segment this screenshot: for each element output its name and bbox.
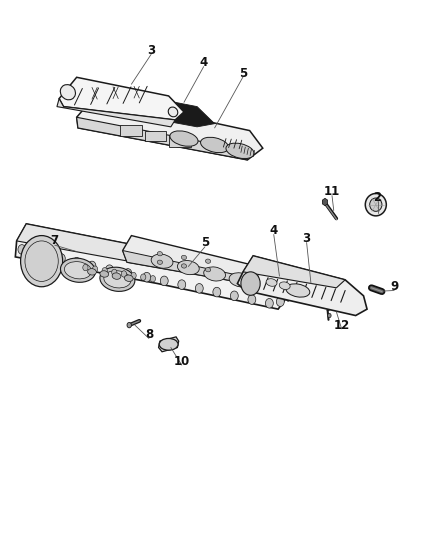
Ellipse shape: [151, 254, 173, 268]
Circle shape: [143, 272, 151, 282]
Circle shape: [248, 295, 256, 304]
Ellipse shape: [177, 261, 199, 274]
Ellipse shape: [100, 267, 135, 292]
Ellipse shape: [279, 282, 290, 289]
Circle shape: [141, 274, 146, 280]
Ellipse shape: [365, 193, 386, 216]
Polygon shape: [237, 256, 367, 316]
Circle shape: [213, 287, 221, 297]
Circle shape: [21, 236, 63, 287]
Ellipse shape: [124, 275, 133, 281]
Ellipse shape: [88, 269, 96, 275]
Ellipse shape: [64, 262, 92, 279]
Ellipse shape: [181, 255, 187, 260]
Polygon shape: [123, 236, 298, 301]
Text: 9: 9: [390, 280, 398, 293]
Text: 8: 8: [145, 328, 153, 341]
Circle shape: [124, 269, 132, 278]
Circle shape: [106, 265, 113, 274]
Text: 4: 4: [270, 224, 278, 237]
Ellipse shape: [226, 143, 254, 158]
Ellipse shape: [60, 85, 75, 100]
Polygon shape: [120, 125, 142, 136]
Ellipse shape: [157, 252, 162, 256]
Ellipse shape: [100, 271, 109, 277]
Ellipse shape: [112, 273, 121, 279]
Polygon shape: [123, 251, 272, 288]
Polygon shape: [69, 85, 215, 127]
Polygon shape: [145, 131, 166, 141]
Polygon shape: [59, 77, 184, 120]
Circle shape: [92, 266, 98, 272]
Text: 10: 10: [173, 355, 190, 368]
Polygon shape: [77, 97, 263, 160]
Polygon shape: [77, 117, 247, 160]
Circle shape: [121, 271, 127, 277]
Text: 2: 2: [374, 191, 381, 204]
Ellipse shape: [127, 322, 131, 328]
Ellipse shape: [370, 198, 382, 212]
Ellipse shape: [104, 271, 131, 288]
Circle shape: [102, 268, 107, 274]
Text: 3: 3: [303, 232, 311, 245]
Polygon shape: [17, 224, 162, 266]
Circle shape: [150, 276, 155, 282]
Ellipse shape: [205, 259, 211, 263]
Ellipse shape: [60, 258, 95, 282]
Polygon shape: [159, 337, 179, 352]
Ellipse shape: [204, 267, 226, 281]
Polygon shape: [243, 256, 345, 288]
Text: 5: 5: [201, 236, 209, 249]
Circle shape: [178, 280, 186, 289]
Circle shape: [131, 272, 136, 279]
Polygon shape: [169, 136, 191, 147]
Circle shape: [73, 257, 81, 267]
Circle shape: [241, 272, 260, 295]
Circle shape: [160, 276, 168, 286]
Ellipse shape: [328, 313, 331, 318]
Text: 12: 12: [333, 319, 350, 332]
Polygon shape: [15, 224, 289, 309]
Circle shape: [195, 284, 203, 293]
Circle shape: [57, 254, 65, 263]
Ellipse shape: [201, 138, 229, 152]
Text: 5: 5: [239, 67, 247, 80]
Circle shape: [30, 247, 38, 257]
Ellipse shape: [286, 284, 310, 297]
Ellipse shape: [170, 131, 198, 146]
Text: 3: 3: [147, 44, 155, 57]
Ellipse shape: [159, 338, 178, 350]
Ellipse shape: [266, 279, 277, 286]
Circle shape: [18, 245, 26, 254]
Ellipse shape: [205, 268, 211, 272]
Ellipse shape: [157, 260, 162, 264]
Circle shape: [112, 269, 117, 276]
Circle shape: [83, 264, 88, 271]
Ellipse shape: [168, 107, 178, 117]
Text: 4: 4: [200, 56, 208, 69]
Text: 11: 11: [324, 185, 340, 198]
Ellipse shape: [229, 273, 251, 287]
Circle shape: [230, 291, 238, 301]
Polygon shape: [322, 198, 328, 206]
Text: 7: 7: [51, 235, 59, 247]
Circle shape: [276, 297, 284, 306]
Circle shape: [88, 261, 96, 271]
Circle shape: [265, 298, 273, 308]
Ellipse shape: [181, 264, 187, 268]
Circle shape: [43, 251, 51, 260]
Polygon shape: [57, 99, 175, 127]
